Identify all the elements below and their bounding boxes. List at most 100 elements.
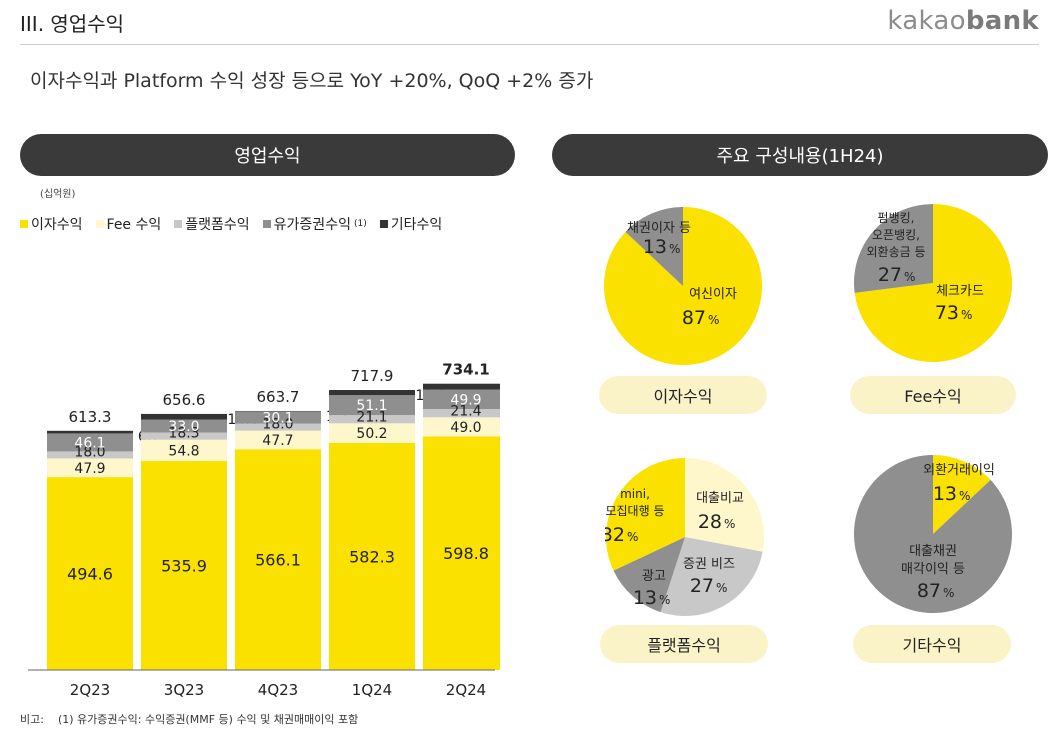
pie-label-pct: 32	[605, 524, 625, 546]
pie-label-pct: 87	[917, 580, 941, 602]
bar-segment-platform	[329, 415, 415, 424]
bar-segment-fee	[329, 423, 415, 443]
bar-value-label: 18.3	[168, 426, 199, 442]
bar-segment-interest	[423, 436, 500, 670]
legend-swatch	[379, 220, 388, 228]
bar-segment-fee	[423, 417, 500, 437]
pie-label-unit: %	[627, 530, 638, 544]
pie-slice	[606, 458, 685, 571]
pie-label-name: 광고	[642, 569, 666, 584]
pie-label-name: 채권이자 등	[627, 221, 691, 236]
pie-label-name: 외환거래이익	[923, 463, 995, 478]
bar-value-label: 51.1	[356, 398, 387, 414]
legend-label: 기타수익	[390, 217, 443, 233]
pie-slice	[613, 537, 685, 613]
legend-item-fee: Fee 수익	[95, 214, 162, 234]
bar-segment-fee	[47, 458, 133, 478]
bar-value-label: 18.0	[262, 417, 293, 433]
pie-label-unit: %	[959, 489, 970, 503]
bar-value-label: 47.9	[74, 461, 105, 477]
pie-label-name: 대출비교	[696, 491, 744, 506]
pie-label-pct: 87	[682, 307, 706, 329]
pie-label-name: 오픈뱅킹,	[872, 228, 920, 242]
section-title: III. 영업수익	[20, 12, 125, 36]
bar-segment-interest	[329, 442, 415, 670]
pie-label-pct: 73	[935, 302, 959, 324]
logo-light-text: kakao	[887, 6, 966, 36]
x-tick-label: 3Q23	[164, 681, 204, 699]
bar-value-label: 18.0	[74, 444, 105, 460]
pie-label-name: 펌뱅킹,	[878, 211, 915, 225]
legend-item-other: 기타수익	[379, 214, 443, 234]
right-panel-title: 주요 구성내용(1H24)	[552, 134, 1048, 176]
pie-label-unit: %	[724, 517, 735, 531]
bar-value-label: 46.1	[74, 435, 105, 451]
pie-label-pct: 13	[643, 236, 667, 258]
pie-slice	[625, 207, 683, 286]
left-panel-title: 영업수익	[20, 134, 515, 176]
pie-interest-income: 여신이자 87 % 채권이자 등 13 %	[604, 207, 762, 365]
bar-segment-securities	[141, 419, 227, 433]
bar-total-label: 613.3	[69, 408, 112, 426]
legend-label: 플랫폼수익	[185, 217, 250, 233]
pie-title-fee: Fee수익	[850, 376, 1016, 414]
bar-segment-interest	[141, 460, 227, 670]
bar-segment-platform	[141, 432, 227, 440]
pie-label-name: 매각이익 등	[901, 562, 965, 577]
bar-total-label: 734.1	[442, 361, 489, 379]
pie-platform-income: 대출비교 28 % 증권 비즈 27 % 광고 13 % mini, 신용카드 …	[605, 458, 764, 616]
bar-value-label: 50.2	[356, 426, 387, 442]
pie-label-name: 여신이자	[689, 287, 737, 302]
bar-value-label: 54.8	[168, 443, 199, 459]
pie-label-pct: 13	[633, 587, 657, 609]
pie-label-pct: 13	[933, 483, 957, 505]
x-tick-label: 2Q23	[70, 681, 110, 699]
pie-other-income: 외환거래이익 13 % 대출채권 매각이익 등 87 %	[854, 455, 1012, 613]
pie-label-name: mini,	[620, 487, 650, 501]
pie-slice	[854, 204, 933, 293]
pie-label-unit: %	[708, 313, 719, 327]
pie-label-name: 신용카드 모집대행 등	[605, 503, 665, 518]
bar-segment-other	[141, 413, 227, 420]
bar-segment-platform	[235, 423, 321, 431]
pie-label-name: 대출채권	[909, 544, 957, 559]
legend-item-securities: 유가증권수익 (1)	[262, 214, 367, 234]
bar-segment-securities	[329, 395, 415, 416]
bar-segment-other	[423, 383, 500, 390]
header-divider	[20, 44, 1039, 45]
bar-total-label: 663.7	[257, 388, 300, 406]
legend-footnote-marker: (1)	[353, 219, 367, 229]
bar-value-label: 582.3	[349, 547, 395, 566]
legend-label: Fee 수익	[106, 217, 162, 233]
bar-value-label: 33.0	[168, 419, 199, 435]
legend-item-platform: 플랫폼수익	[174, 214, 250, 234]
bar-segment-other	[47, 430, 133, 434]
pie-slice	[854, 204, 1012, 362]
footnote-text: (1) 유가증권수익: 수익증권(MMF 등) 수익 및 채권매매이익 포함	[57, 713, 359, 726]
pie-label-unit: %	[943, 586, 954, 600]
bar-segment-securities	[47, 433, 133, 452]
bar-value-label: 566.1	[255, 551, 301, 570]
bar-segment-fee	[235, 430, 321, 450]
bar-value-label: 494.6	[67, 565, 113, 584]
legend-swatch	[20, 220, 28, 228]
legend-swatch	[95, 220, 104, 228]
pie-slice	[933, 455, 991, 534]
bar-segment-platform	[423, 409, 500, 418]
bar-value-label: 49.0	[450, 420, 481, 436]
logo-bold-text: bank	[965, 6, 1039, 36]
bar-segment-interest	[235, 449, 321, 670]
chart-legend: 이자수익 Fee 수익 플랫폼수익 유가증권수익 (1) 기타수익	[20, 214, 442, 234]
x-tick-label: 1Q24	[352, 681, 392, 699]
bar-value-label: 21.1	[356, 409, 387, 425]
bar-value-label: 47.7	[262, 433, 293, 449]
pie-label-name: 외환송금 등	[866, 245, 925, 259]
bar-segment-securities	[235, 411, 321, 424]
pie-label-pct: 27	[690, 575, 714, 597]
unit-label: (십억원)	[40, 189, 76, 200]
bar-value-label: 30.1	[262, 411, 293, 427]
pie-label-name: 체크카드	[936, 284, 984, 299]
pie-label-name: 증권 비즈	[683, 557, 735, 572]
bar-value-label: 21.4	[450, 403, 481, 419]
legend-item-interest: 이자수익	[20, 214, 83, 234]
